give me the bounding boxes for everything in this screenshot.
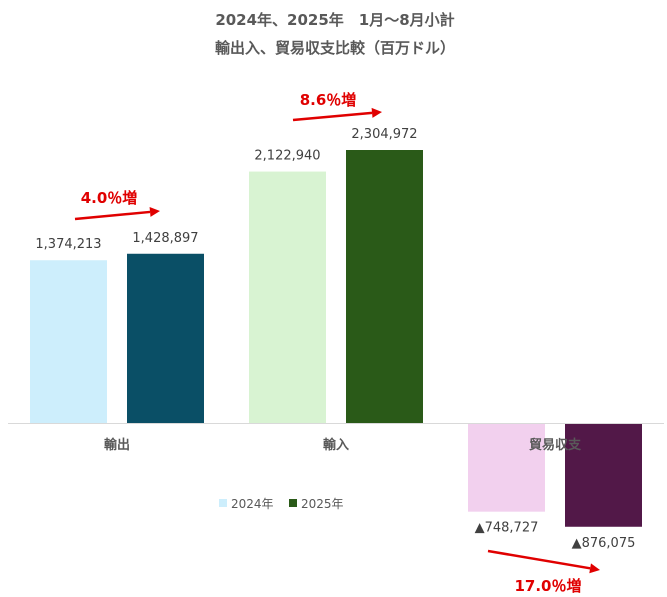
category-label-0: 輸出 [104, 437, 130, 453]
chart-title: 2024年、2025年 1月～8月小計 [215, 11, 454, 29]
growth-annotation-2: 17.0％増 [514, 577, 581, 595]
bar-0-1 [127, 253, 204, 423]
bar-1-1 [346, 150, 423, 423]
growth-arrow-head-2 [589, 563, 600, 574]
legend: 2024年 2025年 [219, 497, 344, 511]
category-label-2: 貿易収支 [529, 437, 582, 453]
growth-annotations: 4.0％増 8.6％増 17.0％増 [74, 91, 600, 595]
growth-annotation-1: 8.6％増 [300, 91, 357, 109]
growth-arrow-line-2 [487, 549, 591, 570]
growth-arrow-line-1 [292, 111, 373, 122]
bar-2-0 [468, 423, 545, 512]
category-label-1: 輸入 [323, 437, 349, 453]
legend-label-0: 2024年 [231, 497, 274, 511]
bar-1-0 [249, 171, 326, 423]
value-label-1-1: 2,304,972 [351, 127, 417, 142]
growth-arrow-head-1 [371, 107, 382, 118]
growth-annotation-0: 4.0％増 [81, 189, 138, 207]
growth-arrow-head-0 [149, 206, 160, 217]
bar-2-1 [565, 423, 642, 527]
legend-swatch-1 [289, 499, 297, 507]
value-label-2-1: ▲876,075 [572, 536, 636, 551]
chart-subtitle: 輸出入、貿易収支比較（百万ドル） [215, 39, 455, 57]
value-label-2-0: ▲748,727 [475, 521, 539, 536]
value-label-0-0: 1,374,213 [35, 237, 101, 252]
value-label-1-0: 2,122,940 [254, 149, 320, 164]
legend-swatch-0 [219, 499, 227, 507]
legend-label-1: 2025年 [301, 497, 344, 511]
category-labels: 輸出 輸入 貿易収支 [104, 437, 582, 453]
value-label-0-1: 1,428,897 [132, 231, 198, 246]
bars-group [30, 150, 642, 527]
growth-arrow-line-0 [74, 210, 151, 221]
bar-0-0 [30, 260, 107, 423]
value-labels: 1,374,213 1,428,897 2,122,940 2,304,972 ▲748… [35, 127, 635, 551]
